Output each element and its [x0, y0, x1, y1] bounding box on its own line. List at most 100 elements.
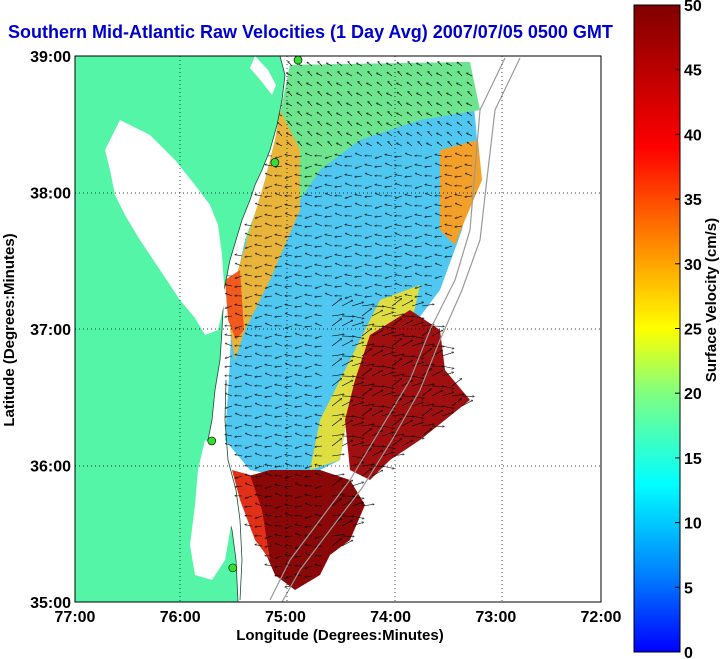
- velocity-arrow: [265, 215, 273, 217]
- velocity-arrow: [245, 445, 253, 448]
- velocity-arrow: [255, 445, 263, 447]
- velocity-arrow: [328, 112, 333, 117]
- velocity-arrow: [315, 485, 323, 488]
- velocity-arrow: [381, 305, 394, 308]
- velocity-arrow: [345, 245, 353, 248]
- velocity-arrow: [378, 92, 383, 97]
- velocity-arrow: [347, 112, 353, 117]
- velocity-arrow: [295, 495, 303, 498]
- velocity-arrow: [385, 255, 393, 257]
- velocity-arrow: [245, 306, 253, 307]
- velocity-arrow: [285, 186, 293, 187]
- velocity-arrow: [411, 302, 423, 307]
- velocity-arrow: [467, 133, 473, 137]
- velocity-arrow: [465, 196, 473, 197]
- velocity-arrow: [417, 123, 423, 127]
- velocity-arrow: [315, 296, 323, 297]
- velocity-arrow: [457, 122, 463, 127]
- velocity-arrow: [308, 102, 313, 107]
- velocity-arrow: [331, 499, 341, 507]
- velocity-arrow: [315, 265, 323, 267]
- velocity-arrow: [245, 295, 253, 298]
- velocity-arrow: [275, 155, 283, 158]
- velocity-arrow: [397, 62, 403, 67]
- velocity-arrow: [361, 504, 374, 507]
- velocity-arrow: [431, 370, 443, 377]
- velocity-arrow: [395, 175, 403, 177]
- velocity-arrow: [415, 185, 423, 188]
- velocity-arrow: [355, 245, 363, 247]
- velocity-arrow: [441, 412, 453, 417]
- velocity-arrow: [445, 225, 453, 227]
- velocity-arrow: [265, 415, 273, 417]
- velocity-arrow: [397, 113, 403, 117]
- velocity-arrow: [381, 385, 394, 388]
- velocity-arrow: [315, 515, 323, 517]
- velocity-arrow: [225, 285, 233, 287]
- velocity-arrow: [425, 235, 433, 237]
- velocity-arrow: [391, 319, 401, 327]
- velocity-arrow: [441, 385, 454, 388]
- velocity-arrow: [455, 215, 463, 218]
- velocity-arrow: [371, 350, 383, 357]
- plot-frame: [74, 55, 602, 603]
- velocity-arrow: [445, 245, 453, 248]
- velocity-arrow: [265, 235, 273, 238]
- velocity-arrow: [306, 353, 313, 357]
- velocity-arrow: [305, 576, 313, 577]
- velocity-arrow: [435, 225, 443, 228]
- velocity-arrow: [265, 515, 273, 517]
- velocity-arrow: [285, 505, 293, 507]
- velocity-arrow: [401, 340, 413, 347]
- x-axis-label: Longitude (Degrees:Minutes): [236, 627, 444, 644]
- velocity-arrow: [235, 336, 243, 337]
- velocity-arrow: [266, 523, 273, 527]
- velocity-arrow: [361, 424, 374, 427]
- velocity-arrow: [295, 445, 303, 448]
- hf-radar-stations: [207, 56, 303, 573]
- colorbar: [633, 4, 681, 653]
- velocity-arrow: [256, 353, 263, 357]
- velocity-arrow: [348, 122, 353, 127]
- velocity-arrow: [411, 375, 424, 378]
- velocity-arrow: [406, 203, 413, 207]
- velocity-arrow: [431, 330, 443, 337]
- velocity-arrow: [287, 73, 293, 77]
- velocity-arrow: [351, 315, 364, 318]
- velocity-arrow: [315, 435, 323, 438]
- velocity-arrow: [305, 315, 313, 318]
- velocity-arrow: [316, 323, 323, 327]
- velocity-arrow: [327, 93, 333, 97]
- velocity-arrow: [266, 473, 273, 477]
- velocity-arrow: [467, 103, 473, 107]
- velocity-arrow: [355, 215, 363, 218]
- velocity-arrow: [391, 374, 404, 377]
- velocity-arrow: [457, 83, 463, 87]
- velocity-arrow: [245, 395, 253, 398]
- velocity-arrow: [285, 355, 293, 357]
- velocity-arrow: [411, 335, 424, 338]
- velocity-arrow: [351, 455, 364, 458]
- velocity-arrow: [458, 132, 463, 137]
- velocity-arrow: [351, 322, 363, 327]
- velocity-arrow: [435, 186, 443, 187]
- velocity-arrow: [377, 112, 383, 117]
- velocity-arrow: [457, 92, 463, 97]
- velocity-arrow: [405, 245, 413, 247]
- velocity-arrow: [417, 132, 423, 137]
- velocity-arrow: [458, 102, 463, 107]
- velocity-arrow: [367, 122, 373, 127]
- velocity-arrow: [286, 363, 293, 367]
- velocity-arrow: [275, 166, 283, 167]
- velocity-arrow: [305, 565, 313, 568]
- velocity-arrow: [341, 400, 353, 407]
- velocity-arrow: [286, 263, 293, 267]
- velocity-arrow: [296, 333, 303, 337]
- velocity-arrow: [337, 62, 343, 67]
- velocity-arrow: [427, 62, 433, 67]
- velocity-arrow: [316, 223, 323, 227]
- velocity-arrow: [347, 73, 353, 77]
- velocity-arrow: [295, 406, 303, 407]
- velocity-arrow: [295, 295, 303, 298]
